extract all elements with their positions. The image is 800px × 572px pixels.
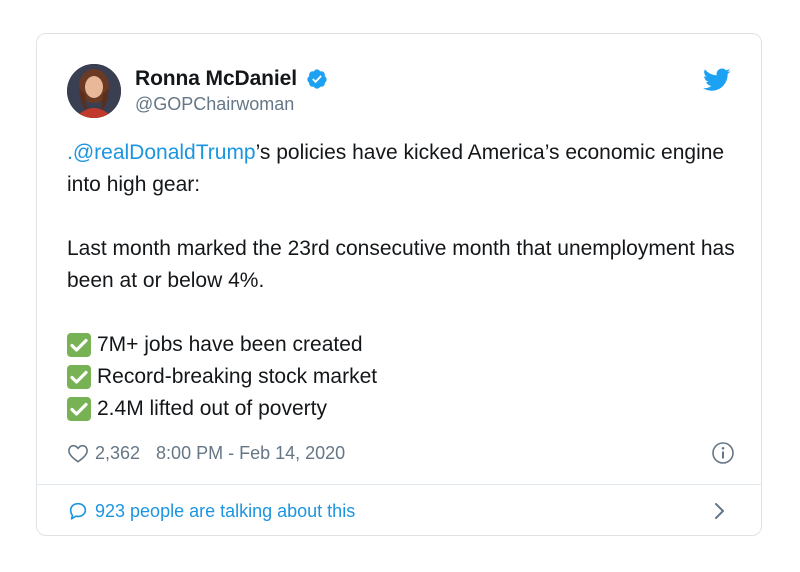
tweet-card[interactable]: Ronna McDaniel @GOPChairwoman .@realDona…: [36, 33, 762, 536]
tweet-meta: 2,362 8:00 PM - Feb 14, 2020: [67, 439, 737, 467]
conversation-link[interactable]: 923 people are talking about this: [67, 496, 737, 526]
heart-icon[interactable]: [67, 443, 89, 463]
tweet-paragraph-2: Last month marked the 23rd consecutive m…: [67, 237, 735, 292]
check-mark-icon: [67, 333, 91, 357]
twitter-bird-icon[interactable]: [703, 68, 731, 92]
avatar[interactable]: [67, 64, 121, 118]
info-icon[interactable]: [711, 441, 735, 465]
author-handle[interactable]: @GOPChairwoman: [135, 94, 295, 114]
author-display-name[interactable]: Ronna McDaniel: [135, 67, 297, 90]
tweet-paragraph-1: .@realDonaldTrump’s policies have kicked…: [67, 137, 737, 201]
check-mark-icon: [67, 397, 91, 421]
chevron-right-icon[interactable]: [713, 502, 727, 520]
bullet-item: 7M+ jobs have been created: [67, 329, 737, 361]
conversation-label[interactable]: 923 people are talking about this: [95, 500, 356, 521]
like-count[interactable]: 2,362: [95, 442, 141, 463]
tweet-paragraph-1-text: ’s policies have kicked America’s econom…: [67, 141, 725, 196]
tweet-header: Ronna McDaniel @GOPChairwoman: [67, 64, 733, 120]
author-names: Ronna McDaniel @GOPChairwoman: [135, 67, 328, 115]
divider: [37, 484, 761, 485]
bullet-item: 2.4M lifted out of poverty: [67, 393, 737, 425]
bullet-text: Record-breaking stock market: [97, 365, 378, 388]
tweet-timestamp[interactable]: 8:00 PM - Feb 14, 2020: [156, 442, 346, 463]
bullet-text: 7M+ jobs have been created: [97, 333, 363, 356]
bullet-item: Record-breaking stock market: [67, 361, 737, 393]
tweet-text: .@realDonaldTrump’s policies have kicked…: [67, 137, 737, 425]
speech-bubble-icon: [67, 500, 89, 522]
check-mark-icon: [67, 365, 91, 389]
bullet-text: 2.4M lifted out of poverty: [97, 397, 327, 420]
mention-link[interactable]: .@realDonaldTrump: [67, 141, 256, 164]
verified-badge-icon: [306, 68, 328, 90]
